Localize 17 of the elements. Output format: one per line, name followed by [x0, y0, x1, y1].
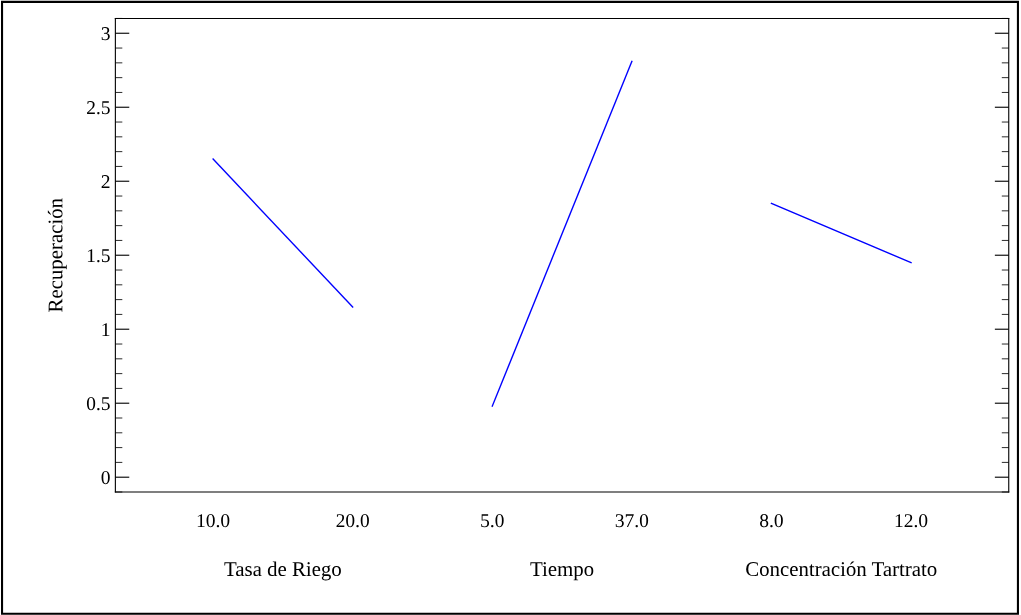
- y-tick-label: 1.5: [87, 249, 110, 263]
- text: Tiempo: [530, 562, 594, 581]
- x-tick-label: 10.0: [197, 514, 230, 528]
- x-tick-label: 37.0: [615, 514, 649, 528]
- y-axis-title: Recuperación: [47, 198, 67, 312]
- text: Tasa de Riego: [224, 561, 341, 581]
- y-tick-label: 2: [101, 175, 110, 188]
- x-tick-label: 20.0: [336, 514, 369, 528]
- text: Concentración Tartrato: [746, 561, 937, 577]
- x-tick-label: 12.0: [895, 514, 928, 528]
- x-tick-label: 8.0: [760, 514, 783, 528]
- y-tick-label: 1: [102, 323, 110, 336]
- y-tick-label: 0: [101, 471, 110, 485]
- y-tick-label: 3: [101, 27, 110, 41]
- y-tick-label: 0.5: [86, 397, 110, 411]
- y-tick-label: 2.5: [87, 101, 110, 115]
- x-tick-label: 5.0: [481, 514, 504, 528]
